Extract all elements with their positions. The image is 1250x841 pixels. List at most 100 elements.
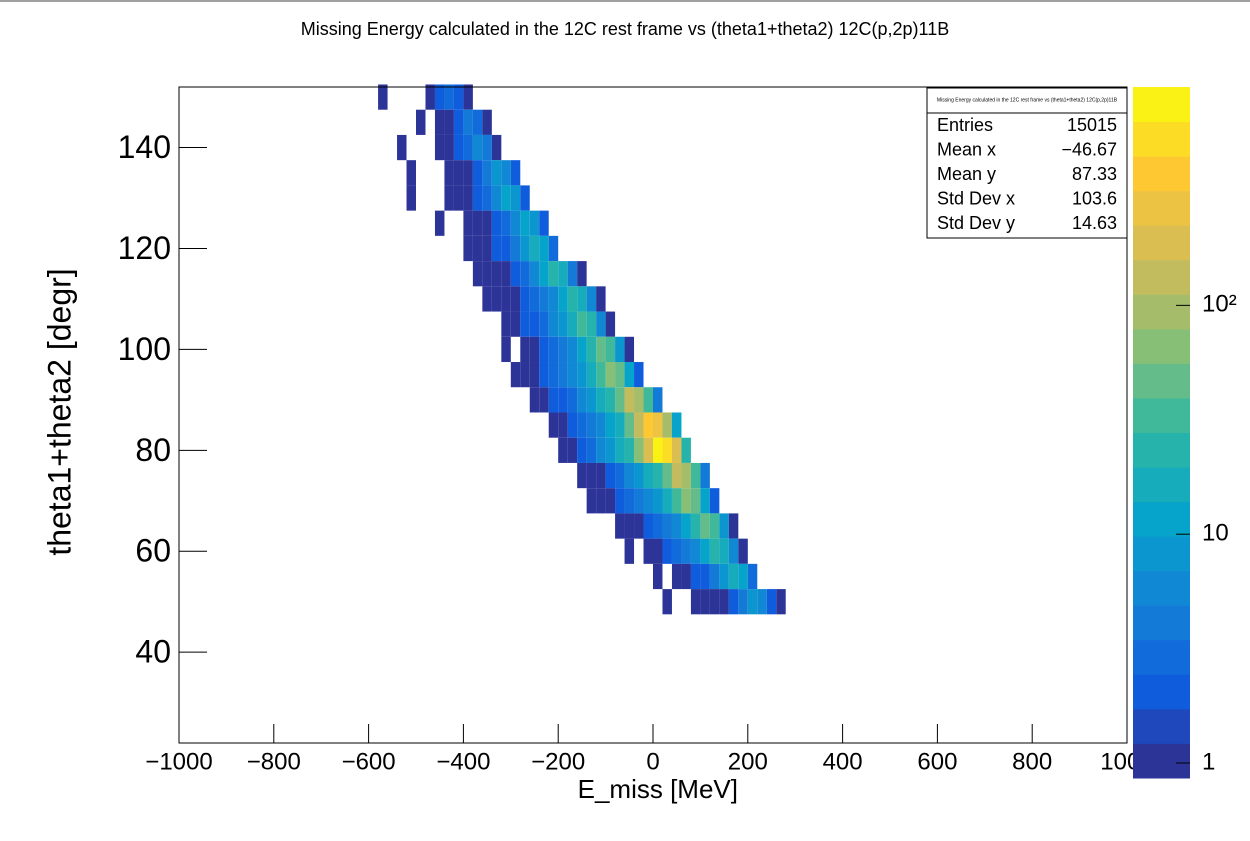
cell <box>738 563 748 590</box>
palette-band <box>1133 501 1190 537</box>
cell <box>482 109 492 135</box>
x-axis-title: E_miss [MeV] <box>578 774 738 804</box>
cell <box>690 462 701 489</box>
cell <box>700 538 710 564</box>
cell <box>548 261 559 287</box>
cell <box>567 286 578 312</box>
cell <box>567 412 578 438</box>
cell <box>728 563 739 590</box>
z-tick-label: 1 <box>1202 748 1215 775</box>
cell <box>728 589 739 615</box>
cell <box>444 84 454 110</box>
cell <box>463 109 473 135</box>
cell <box>472 134 483 161</box>
cell <box>586 412 597 438</box>
cell <box>529 210 540 236</box>
cell <box>453 185 464 211</box>
cell <box>453 160 464 186</box>
cell <box>567 387 578 413</box>
stats-label: Entries <box>937 115 993 135</box>
cell <box>501 185 511 211</box>
cell <box>596 311 606 337</box>
cell <box>596 488 606 514</box>
cell <box>615 437 625 463</box>
cell <box>577 362 587 388</box>
cell <box>662 488 672 514</box>
cell <box>653 563 663 590</box>
cell <box>463 134 473 161</box>
cell <box>643 387 653 413</box>
cell <box>444 109 454 135</box>
stats-value: 15015 <box>1067 115 1117 135</box>
y-tick-label: 80 <box>135 432 171 468</box>
cell <box>681 437 691 463</box>
window-border <box>0 0 1250 2</box>
cell <box>463 185 473 211</box>
palette-band <box>1133 328 1190 364</box>
cell <box>643 412 653 438</box>
cell <box>539 336 549 363</box>
cell <box>719 513 729 539</box>
x-tick-label: −400 <box>436 748 490 775</box>
cell <box>615 336 625 363</box>
palette-band <box>1133 121 1190 157</box>
cell <box>719 563 729 590</box>
cell <box>577 462 587 489</box>
cell <box>529 235 540 262</box>
cell <box>463 84 473 110</box>
palette-band <box>1133 259 1190 295</box>
cell <box>378 84 388 110</box>
cell <box>662 513 672 539</box>
cell <box>520 362 530 388</box>
cell <box>482 134 492 161</box>
x-tick-label: 200 <box>728 748 768 775</box>
cell <box>472 109 483 135</box>
palette-band <box>1133 708 1190 744</box>
cell <box>586 437 597 463</box>
cell <box>548 362 559 388</box>
cell <box>434 134 445 161</box>
cell <box>586 336 597 363</box>
cell <box>766 589 777 615</box>
palette-band <box>1133 190 1190 226</box>
cell <box>624 513 635 539</box>
z-tick-label: 10² <box>1202 291 1237 318</box>
cell <box>510 235 521 262</box>
cell <box>615 412 625 438</box>
cell <box>416 109 426 135</box>
cell <box>690 589 701 615</box>
cell <box>491 261 502 287</box>
cell <box>548 311 559 337</box>
cell <box>501 235 511 262</box>
cell <box>548 387 559 413</box>
cell <box>472 160 483 186</box>
cell <box>444 185 454 211</box>
cell <box>472 261 483 287</box>
cell <box>406 160 416 186</box>
cell <box>662 462 672 489</box>
cell <box>520 336 530 363</box>
x-tick-label: −200 <box>531 748 585 775</box>
cell <box>520 286 530 312</box>
cell <box>586 362 597 388</box>
cell <box>757 589 767 615</box>
palette-band <box>1133 294 1190 330</box>
cell <box>700 513 710 539</box>
cell <box>662 412 672 438</box>
y-tick-label: 120 <box>118 230 171 266</box>
x-tick-label: 800 <box>1012 748 1052 775</box>
cell <box>586 311 597 337</box>
palette-band <box>1133 397 1190 433</box>
cell <box>709 488 720 514</box>
stats-value: 103.6 <box>1072 188 1117 208</box>
y-tick-label: 100 <box>118 331 171 367</box>
cell <box>615 362 625 388</box>
cell <box>539 286 549 312</box>
cell <box>719 589 729 615</box>
cell <box>728 513 739 539</box>
cell <box>738 589 748 615</box>
cell <box>472 235 483 262</box>
x-tick-label: −600 <box>342 748 396 775</box>
cell <box>482 210 492 236</box>
